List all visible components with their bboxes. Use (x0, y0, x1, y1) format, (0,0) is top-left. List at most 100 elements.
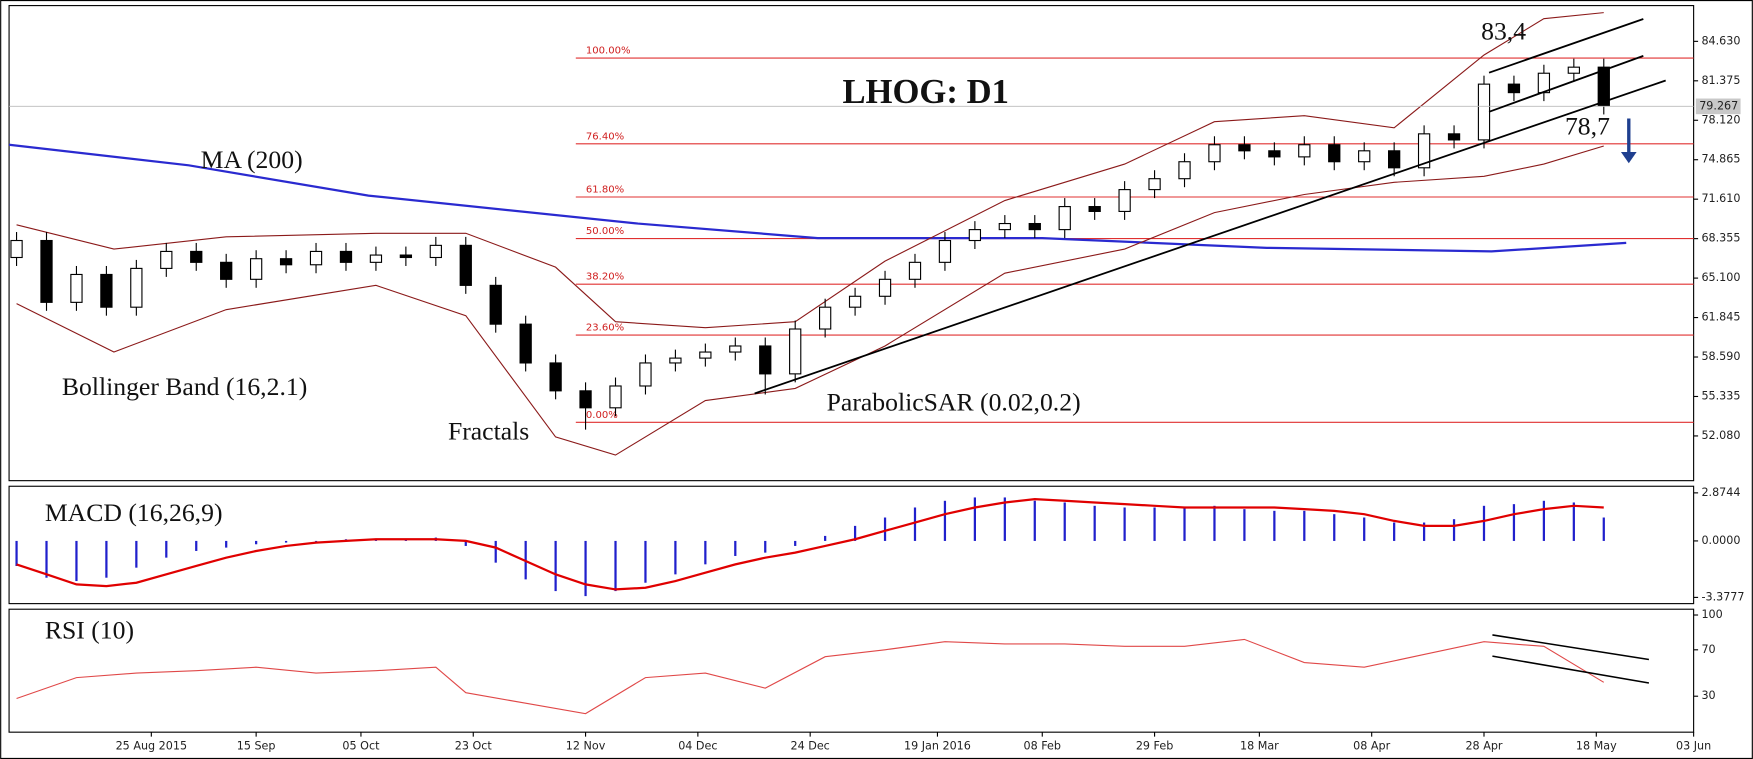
candle-body (40, 239, 53, 303)
macd-bar (853, 525, 857, 541)
candle-body (1447, 133, 1461, 141)
x-tick-label: 24 Dec (790, 740, 829, 753)
candle-body (100, 273, 113, 308)
x-tick-label: 19 Jan 2016 (904, 740, 971, 753)
price-panel (8, 5, 1695, 482)
candle-body (639, 362, 652, 387)
macd-bar (1003, 497, 1006, 541)
fib-label: 76.40% (586, 131, 624, 142)
macd-bar (1063, 502, 1066, 541)
macd-bar (165, 540, 168, 558)
candle-body (1118, 189, 1131, 212)
macd-bar (1482, 505, 1486, 541)
candle-body (938, 239, 952, 263)
macd-bar (764, 540, 767, 553)
macd-bar (1512, 504, 1516, 541)
x-tick-label: 04 Dec (678, 740, 717, 753)
candle-body (70, 273, 83, 303)
fib-label: 38.20% (586, 272, 624, 283)
candle-body (1567, 66, 1580, 74)
candle-body (190, 250, 203, 263)
rsi-channel-line (1492, 655, 1650, 684)
candle-body (279, 258, 293, 266)
macd-bar (1123, 507, 1126, 541)
chart-title: LHOG: D1 (842, 73, 1008, 111)
rsi-title: RSI (10) (45, 616, 134, 645)
macd-bar (75, 540, 78, 582)
y-tick-label: 71.610 (1701, 192, 1740, 205)
macd-bar (794, 540, 797, 546)
candle-body (609, 385, 622, 409)
candle-body (309, 250, 323, 266)
y-tick-label: 2.8744 (1701, 486, 1740, 499)
candle-body (848, 295, 862, 308)
macd-bar (883, 517, 887, 541)
macd-bar (1452, 519, 1456, 541)
candle-body (519, 323, 532, 364)
macd-bar (1393, 522, 1396, 541)
macd-bar (45, 540, 48, 578)
macd-bar (913, 507, 917, 541)
macd-bar (1602, 517, 1605, 541)
candle-body (1148, 178, 1161, 191)
macd-bar (1333, 514, 1336, 541)
macd-signal (16, 497, 1604, 591)
fib-label: 23.60% (586, 323, 624, 334)
y-tick-label: 61.845 (1701, 311, 1740, 324)
down-arrow-head (1620, 152, 1637, 164)
y-tick-label: 58.590 (1701, 350, 1740, 363)
macd-bar (494, 540, 497, 563)
macd-bar (1153, 507, 1156, 541)
candle-body (399, 254, 413, 259)
macd-bar (1273, 510, 1276, 541)
macd-bar (824, 535, 827, 541)
y-tick-label: 70 (1701, 643, 1715, 656)
bollinger-lower (16, 145, 1604, 456)
annotation: 78,7 (1565, 111, 1610, 140)
y-tick-label: 100 (1701, 608, 1722, 621)
candle-body (1477, 83, 1491, 141)
x-tick-label: 25 Aug 2015 (116, 740, 187, 753)
x-tick-label: 28 Apr (1465, 740, 1502, 753)
candle-body (1358, 150, 1371, 163)
annotation: Fractals (448, 417, 529, 446)
macd-bar (105, 540, 108, 578)
x-tick-label: 23 Oct (455, 740, 493, 753)
fib-label: 50.00% (586, 226, 624, 237)
candle-body (220, 261, 233, 280)
candle-body (789, 328, 802, 375)
candle-body (1417, 133, 1431, 169)
macd-bar (734, 540, 737, 556)
y-tick-label: 55.335 (1701, 389, 1740, 402)
x-tick-label: 18 May (1576, 740, 1617, 753)
macd-bar (973, 497, 977, 541)
candle-body (1507, 83, 1521, 94)
macd-bar (1303, 510, 1306, 541)
y-tick-label: -3.3777 (1701, 590, 1744, 603)
ma-line (8, 143, 1627, 253)
candle-body (160, 250, 173, 269)
y-tick-label: 68.355 (1701, 232, 1740, 245)
candle-body (459, 244, 472, 286)
rsi-channel-line (1492, 634, 1650, 661)
candle-body (968, 229, 982, 242)
x-tick-label: 18 Mar (1240, 740, 1279, 753)
macd-bar (943, 500, 947, 541)
macd-bar (554, 540, 557, 592)
macd-bar (704, 540, 707, 565)
macd-bar (1213, 505, 1216, 541)
macd-bar (1093, 505, 1096, 541)
macd-bar (584, 540, 587, 597)
candle-body (1028, 222, 1041, 231)
x-tick-label: 08 Apr (1353, 740, 1390, 753)
macd-bar (1033, 500, 1036, 541)
macd-bar (464, 540, 467, 546)
macd-bar (614, 540, 617, 592)
plot-layer: 84.630 81.375 78.120 74.865 71.610 68.355 65.1… (8, 12, 1745, 753)
macd-bar (255, 540, 258, 545)
fib-label: 0.00% (586, 410, 618, 421)
fib-label: 61.80% (586, 185, 624, 196)
annotation: 83,4 (1481, 16, 1526, 45)
